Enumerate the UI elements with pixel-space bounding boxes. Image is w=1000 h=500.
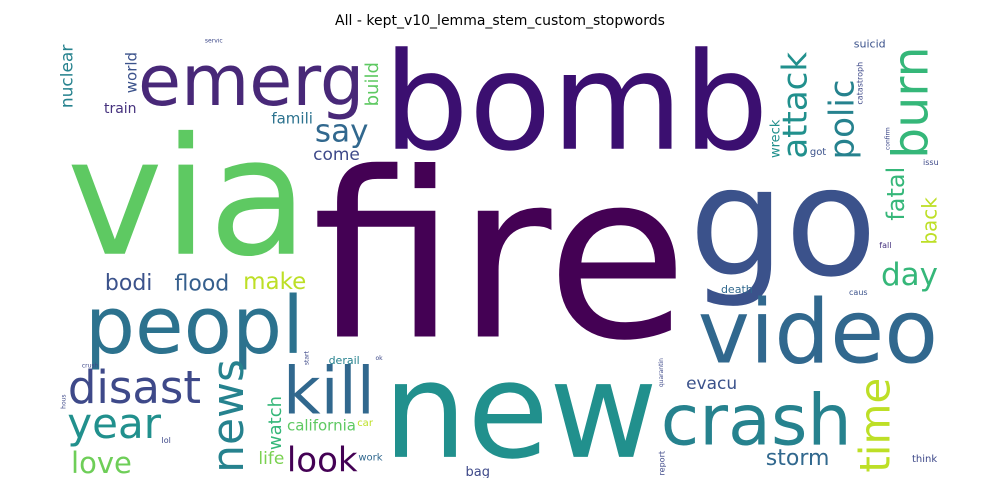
word-bodi: bodi (105, 271, 153, 296)
word-make: make (243, 269, 306, 295)
word-love: love (71, 446, 132, 478)
word-via: via (67, 104, 309, 293)
word-come: come (313, 145, 360, 165)
word-disast: disast (68, 361, 201, 414)
word-suicid: suicid (854, 38, 886, 51)
word-peopl: peopl (85, 280, 304, 372)
chart-title: All - kept_v10_lemma_stem_custom_stopwor… (335, 13, 665, 29)
word-fire: fire (312, 125, 688, 392)
word-got: got (810, 147, 826, 158)
word-cloud: fire go new via bomb video peopl news emerg crash… (60, 38, 940, 478)
word-new: new (383, 335, 658, 478)
word-wreck: wreck (768, 119, 783, 158)
word-flood: flood (175, 272, 230, 297)
word-train: train (104, 101, 137, 117)
word-world: world (123, 52, 141, 93)
word-back: back (918, 197, 940, 245)
word-death: death (721, 283, 753, 296)
word-video: video (698, 280, 938, 383)
word-quarantin: quarantin (658, 358, 665, 387)
word-catastroph: catastroph (855, 62, 864, 105)
word-polic: polic (823, 80, 863, 160)
word-start: start (304, 351, 311, 366)
word-kill: kill (283, 354, 375, 429)
word-day: day (881, 257, 938, 293)
word-year: year (67, 399, 161, 448)
word-ok: ok (375, 355, 383, 362)
word-report: report (658, 451, 667, 475)
word-emerg: emerg (138, 40, 364, 122)
word-servic: servic (205, 38, 223, 45)
word-car: car (357, 418, 374, 429)
word-evacu: evacu (686, 374, 737, 394)
word-look: look (287, 441, 358, 478)
word-derail: derail (329, 354, 360, 367)
word-famili: famili (271, 110, 313, 128)
word-bag: bag (466, 465, 490, 478)
word-crush: crush (82, 362, 99, 369)
word-burn: burn (883, 46, 940, 159)
word-confirm: confirm (885, 127, 892, 150)
word-say: say (315, 114, 369, 150)
word-caus: caus (849, 288, 868, 297)
word-time: time (851, 378, 900, 473)
word-watch: watch (265, 396, 286, 450)
word-fatal: fatal (882, 167, 910, 221)
word-california: california (287, 416, 356, 434)
word-issu: issu (923, 158, 939, 167)
word-news: news (203, 359, 254, 473)
word-hous: hous (61, 394, 68, 408)
word-work: work (358, 453, 382, 464)
word-attack: attack (775, 52, 815, 159)
word-bomb: bomb (383, 38, 769, 181)
word-lol: lol (162, 436, 171, 445)
word-life: life (258, 449, 284, 469)
word-crash: crash (661, 379, 852, 461)
word-go: go (689, 134, 877, 310)
word-think: think (912, 454, 937, 465)
word-build: build (362, 62, 383, 106)
word-fall: fall (879, 241, 891, 250)
word-nuclear: nuclear (60, 45, 78, 108)
word-storm: storm (766, 446, 830, 471)
